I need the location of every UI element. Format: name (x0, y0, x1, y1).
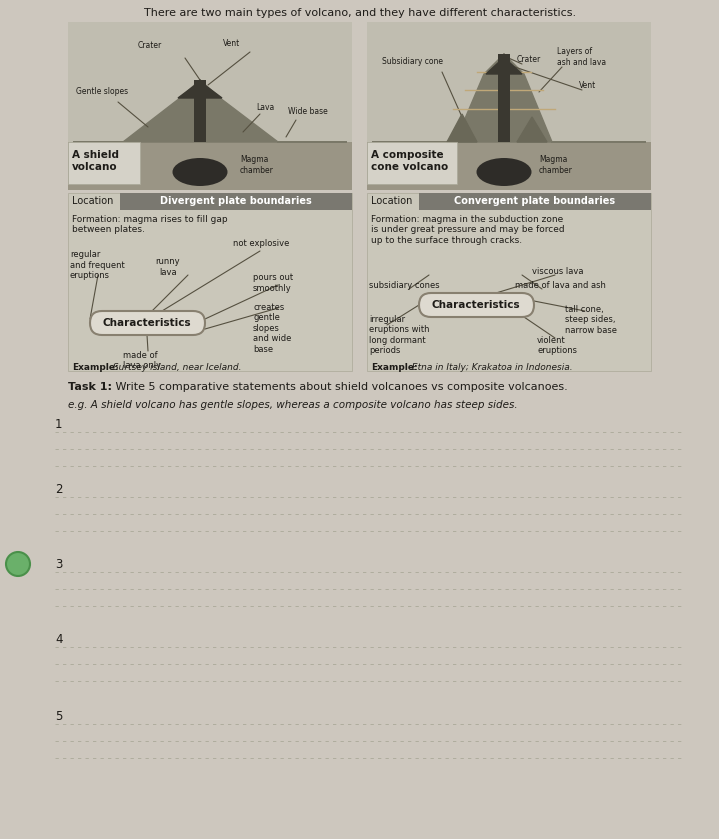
Text: Write 5 comparative statements about shield volcanoes vs composite volcanoes.: Write 5 comparative statements about shi… (112, 382, 568, 392)
Text: Wide base: Wide base (288, 107, 328, 117)
Ellipse shape (477, 158, 531, 186)
Text: 4: 4 (55, 633, 63, 646)
Text: A shield
volcano: A shield volcano (72, 150, 119, 172)
Text: Layers of
ash and lava: Layers of ash and lava (557, 47, 606, 66)
Text: Vent: Vent (579, 81, 596, 90)
FancyBboxPatch shape (367, 142, 651, 190)
Text: Characteristics: Characteristics (431, 300, 521, 310)
FancyBboxPatch shape (367, 22, 651, 190)
Polygon shape (372, 54, 646, 142)
Text: 3: 3 (55, 558, 63, 571)
Text: subsidiary cones: subsidiary cones (369, 282, 439, 290)
Text: Location: Location (371, 196, 413, 206)
Polygon shape (517, 117, 547, 142)
FancyBboxPatch shape (90, 311, 205, 335)
FancyBboxPatch shape (120, 193, 352, 210)
FancyBboxPatch shape (68, 193, 352, 371)
FancyBboxPatch shape (367, 193, 651, 371)
Text: Task 1:: Task 1: (68, 382, 112, 392)
Polygon shape (178, 80, 222, 98)
Text: tall cone,
steep sides,
narrow base: tall cone, steep sides, narrow base (565, 305, 617, 335)
Text: Magma
chamber: Magma chamber (539, 155, 573, 175)
Text: regular
and frequent
eruptions: regular and frequent eruptions (70, 250, 125, 280)
Text: Example:: Example: (371, 363, 418, 372)
Text: Crater: Crater (138, 41, 162, 50)
Text: 2: 2 (55, 483, 63, 496)
Text: 1: 1 (55, 418, 63, 431)
Text: Characteristics: Characteristics (103, 318, 191, 328)
Text: Gentle slopes: Gentle slopes (76, 87, 128, 96)
FancyBboxPatch shape (68, 142, 140, 184)
Polygon shape (486, 54, 522, 74)
Text: Subsidiary cone: Subsidiary cone (382, 58, 443, 66)
Text: made of lava and ash: made of lava and ash (515, 282, 606, 290)
Text: Surtsey island, near Iceland.: Surtsey island, near Iceland. (110, 363, 242, 372)
Text: made of
lava only: made of lava only (123, 351, 161, 370)
Text: Location: Location (72, 196, 114, 206)
FancyBboxPatch shape (367, 142, 457, 184)
FancyBboxPatch shape (68, 22, 352, 190)
Polygon shape (447, 114, 477, 142)
Text: not explosive: not explosive (233, 238, 289, 248)
Polygon shape (73, 80, 347, 142)
Text: Formation: magma rises to fill gap
between plates.: Formation: magma rises to fill gap betwe… (72, 215, 228, 234)
Text: Vent: Vent (223, 39, 240, 49)
Text: Lava: Lava (256, 102, 274, 112)
Circle shape (6, 552, 30, 576)
FancyBboxPatch shape (419, 293, 534, 317)
Text: There are two main types of volcano, and they have different characteristics.: There are two main types of volcano, and… (144, 8, 576, 18)
Text: Divergent plate boundaries: Divergent plate boundaries (160, 196, 312, 206)
Text: A composite
cone volcano: A composite cone volcano (371, 150, 448, 172)
Text: irregular
eruptions with
long dormant
periods: irregular eruptions with long dormant pe… (369, 315, 429, 355)
FancyBboxPatch shape (419, 193, 651, 210)
FancyBboxPatch shape (68, 142, 352, 190)
Text: e.g. A shield volcano has gentle slopes, whereas a composite volcano has steep s: e.g. A shield volcano has gentle slopes,… (68, 400, 518, 410)
Text: Example:: Example: (72, 363, 119, 372)
Ellipse shape (173, 158, 227, 186)
FancyBboxPatch shape (498, 54, 510, 142)
Text: runny
lava: runny lava (156, 258, 180, 277)
Text: viscous lava: viscous lava (532, 267, 584, 275)
Text: Etna in Italy; Krakatoa in Indonesia.: Etna in Italy; Krakatoa in Indonesia. (409, 363, 572, 372)
Text: Crater: Crater (517, 55, 541, 64)
Text: Magma
chamber: Magma chamber (240, 155, 274, 175)
FancyBboxPatch shape (194, 80, 206, 142)
Text: violent
eruptions: violent eruptions (537, 336, 577, 356)
Text: Formation: magma in the subduction zone
is under great pressure and may be force: Formation: magma in the subduction zone … (371, 215, 564, 245)
Text: pours out
smoothly: pours out smoothly (253, 274, 293, 293)
Text: Convergent plate boundaries: Convergent plate boundaries (454, 196, 615, 206)
Text: creates
gentle
slopes
and wide
base: creates gentle slopes and wide base (253, 303, 291, 353)
Text: 5: 5 (55, 710, 63, 723)
